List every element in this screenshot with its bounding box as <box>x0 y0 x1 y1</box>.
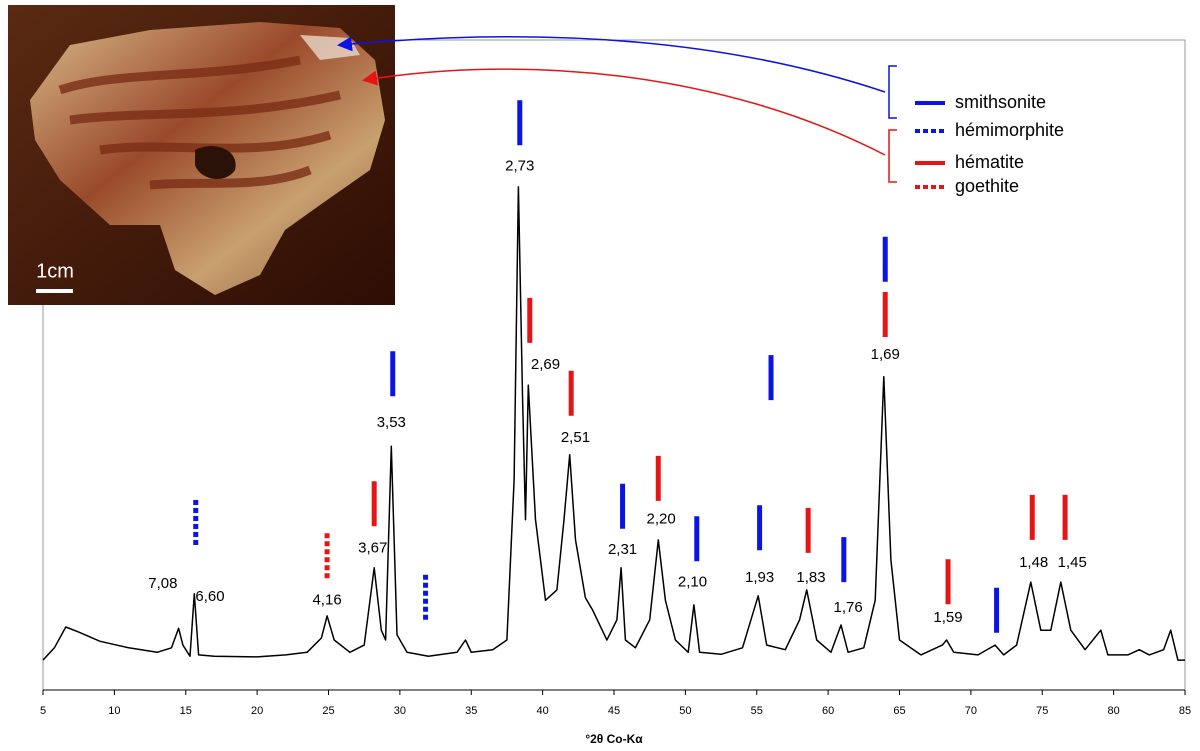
peak-label: 1,83 <box>796 569 825 586</box>
x-tick-label: 85 <box>1179 705 1191 717</box>
legend-label: hémimorphite <box>955 120 1064 140</box>
plot-area: °2θ Co-Kα 5 10 15 20 25 30 35 40 45 50 55 60 65 70 75 8… <box>40 39 1191 746</box>
legend-label: hématite <box>955 152 1024 172</box>
legend-label: goethite <box>955 176 1019 196</box>
arrow <box>362 68 886 156</box>
peak-label: 2,73 <box>505 158 534 175</box>
photo: 1cm <box>8 5 395 305</box>
peak-label: 2,51 <box>561 429 590 446</box>
x-tick-label: 10 <box>108 705 120 717</box>
x-tick-label: 30 <box>394 705 406 717</box>
x-tick-label: 65 <box>893 705 905 717</box>
legend-label: smithsonite <box>955 92 1046 112</box>
peak-label: 1,59 <box>933 609 962 626</box>
x-tick-label: 25 <box>322 705 334 717</box>
x-tick-label: 35 <box>465 705 477 717</box>
x-tick-label: 20 <box>251 705 263 717</box>
peak-label: 1,48 <box>1019 554 1048 571</box>
peak-label: 1,69 <box>871 346 900 363</box>
x-tick-label: 60 <box>822 705 834 717</box>
peak-label: 3,67 <box>358 539 387 556</box>
peak-label: 2,20 <box>647 511 676 528</box>
peak-label: 1,93 <box>745 569 774 586</box>
rock-bands <box>58 55 341 190</box>
scale-bar <box>36 289 73 293</box>
legend-bracket <box>888 65 897 119</box>
peak-label: 4,16 <box>312 591 341 608</box>
peak-label: 7,08 <box>148 575 177 592</box>
x-tick-label: 50 <box>679 705 691 717</box>
x-tick-label: 15 <box>180 705 192 717</box>
legend: smithsonite hémimorphite hématite goethite <box>337 35 1064 196</box>
peak-label: 1,76 <box>834 599 863 616</box>
peak-label: 2,31 <box>608 541 637 558</box>
peak-label: 2,69 <box>531 356 560 373</box>
peak-label: 1,45 <box>1058 554 1087 571</box>
legend-bracket <box>888 129 897 183</box>
x-tick-label: 70 <box>965 705 977 717</box>
peak-label: 2,10 <box>678 574 707 591</box>
rock-cavity <box>195 146 236 180</box>
arrow <box>337 35 886 93</box>
peak-label: 3,53 <box>377 414 406 431</box>
x-tick-label: 55 <box>751 705 763 717</box>
x-tick-label: 40 <box>537 705 549 717</box>
peak-label: 6,60 <box>195 588 224 605</box>
x-axis-label: °2θ Co-Kα <box>585 732 643 746</box>
x-tick-label: 80 <box>1108 705 1120 717</box>
x-tick-label: 5 <box>40 705 46 717</box>
diffractogram-line <box>42 186 1185 661</box>
x-tick-label: 75 <box>1036 705 1048 717</box>
x-tick-label: 45 <box>608 705 620 717</box>
scale-label: 1cm <box>36 260 74 282</box>
